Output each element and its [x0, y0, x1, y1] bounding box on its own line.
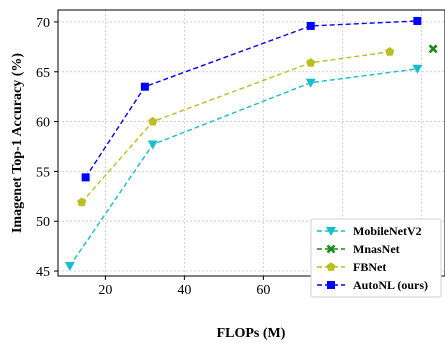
y-tick-label: 65 — [36, 66, 50, 81]
legend-marker — [326, 262, 336, 271]
data-point-autonl-ours — [140, 82, 149, 91]
data-point-fbnet — [385, 47, 395, 56]
x-tick-label: 60 — [256, 283, 270, 298]
legend-marker — [326, 227, 336, 236]
data-point-mnasnet — [428, 44, 438, 54]
data-point-autonl-ours — [413, 16, 422, 25]
series-layer — [64, 16, 438, 272]
legend-item-fbnet: FBNet — [317, 260, 386, 274]
y-tick-label: 50 — [36, 215, 50, 230]
series-fbnet — [77, 47, 395, 207]
data-point-mobilenetv2 — [305, 78, 316, 88]
grid — [58, 10, 445, 276]
legend-box — [310, 218, 442, 298]
data-point-mobilenetv2 — [412, 64, 423, 74]
series-line-mobilenetv2 — [69, 68, 418, 267]
data-point-fbnet — [77, 197, 87, 207]
legend-item-mobilenetv2: MobileNetV2 — [317, 224, 422, 238]
data-point-autonl-ours — [81, 173, 90, 182]
legend-marker — [327, 281, 335, 289]
legend-marker — [326, 244, 336, 254]
legend-label: FBNet — [353, 260, 386, 274]
series-mnasnet — [428, 44, 438, 54]
legend-item-autonl-ours: AutoNL (ours) — [317, 278, 428, 292]
plot-frame — [57, 9, 445, 277]
legend-label: AutoNL (ours) — [353, 278, 428, 292]
data-point-fbnet — [306, 58, 316, 67]
series-autonl-ours — [81, 16, 422, 182]
data-point-mobilenetv2 — [147, 140, 158, 150]
legend-item-mnasnet: MnasNet — [317, 242, 400, 256]
data-point-fbnet — [148, 116, 158, 126]
series-line-autonl-ours — [85, 20, 418, 178]
x-tick-label: 40 — [177, 283, 191, 298]
data-point-autonl-ours — [306, 21, 315, 30]
y-axis-label: Imagenet Top-1 Accuracy (%) — [10, 53, 25, 233]
y-tick-label: 55 — [36, 165, 50, 180]
legend-label: MnasNet — [353, 242, 400, 256]
series-mobilenetv2 — [64, 64, 423, 272]
legend-label: MobileNetV2 — [353, 224, 422, 238]
y-tick-label: 70 — [36, 16, 50, 31]
series-line-fbnet — [81, 51, 390, 203]
x-axis-label: FLOPs (M) — [217, 326, 286, 341]
y-tick-label: 45 — [36, 265, 50, 280]
x-tick-label: 20 — [98, 283, 112, 298]
data-point-mobilenetv2 — [64, 262, 75, 272]
legend: MobileNetV2 MnasNet FBNet AutoNL (ours) — [310, 218, 442, 298]
y-tick-label: 60 — [36, 116, 50, 131]
